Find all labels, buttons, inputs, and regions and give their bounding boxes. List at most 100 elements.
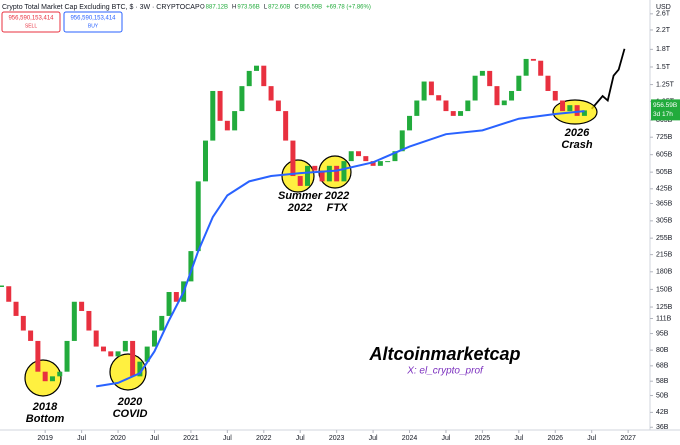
- candle: [377, 161, 383, 166]
- ohlc-label: H: [232, 5, 236, 11]
- candle: [574, 105, 580, 116]
- candle: [57, 371, 63, 377]
- candle: [275, 100, 281, 112]
- y-tick-label: 36B: [656, 424, 669, 431]
- candle: [436, 95, 442, 101]
- buy-price: 956,590,153,414: [70, 16, 116, 22]
- watermark: Altcoinmarketcap: [368, 344, 520, 364]
- y-tick-label: 180B: [656, 269, 673, 276]
- candle: [254, 65, 260, 71]
- ohlc-label: L: [264, 5, 268, 11]
- y-tick-label: 125B: [656, 304, 673, 311]
- y-tick-label: 150B: [656, 286, 673, 293]
- candle: [530, 58, 536, 61]
- y-tick-label: 1.8T: [656, 46, 671, 53]
- y-tick-label: 58B: [656, 378, 669, 385]
- candle: [516, 75, 522, 91]
- candle: [428, 81, 434, 96]
- x-tick-label: Jul: [514, 435, 523, 442]
- candle: [239, 86, 245, 112]
- candle: [188, 251, 194, 282]
- candle: [122, 340, 128, 352]
- candle: [305, 165, 311, 186]
- candle: [312, 165, 318, 171]
- candle: [458, 111, 464, 116]
- candle: [523, 58, 529, 76]
- price-label-box: [651, 99, 680, 121]
- x-tick-label: 2025: [475, 435, 491, 442]
- overlay: Crypto Total Market Cap Excluding BTC, $…: [1, 4, 671, 377]
- candle: [35, 340, 41, 372]
- candle: [283, 111, 289, 141]
- price-label: 956.59B: [653, 102, 677, 109]
- y-tick-label: 725B: [656, 134, 673, 141]
- candle: [246, 70, 252, 87]
- ohlc-value: +69.78 (+7.86%): [326, 5, 371, 11]
- sell-label: SELL: [25, 23, 37, 29]
- y-tick-label: 50B: [656, 392, 669, 399]
- candle: [166, 292, 172, 316]
- candle: [210, 90, 216, 141]
- candle: [290, 140, 296, 177]
- candle: [79, 301, 85, 311]
- buy-button[interactable]: [63, 11, 123, 33]
- x-tick-label: 2023: [329, 435, 345, 442]
- candle: [224, 120, 230, 131]
- candle: [414, 100, 420, 116]
- candle: [479, 70, 485, 76]
- y-tick-label: 80B: [656, 347, 669, 354]
- x-tick-label: Jul: [441, 435, 450, 442]
- candle: [28, 330, 34, 341]
- moving-average-line: [96, 110, 585, 388]
- ohlc-value: 887.12B: [206, 5, 228, 11]
- x-tick-label: Jul: [296, 435, 305, 442]
- candle: [232, 111, 238, 131]
- y-tick-label: 255B: [656, 235, 673, 242]
- candle: [385, 161, 391, 163]
- candle: [151, 330, 157, 347]
- candle: [538, 60, 544, 76]
- ohlc-label: O: [200, 5, 205, 11]
- y-tick-label: 68B: [656, 363, 669, 370]
- candle: [348, 151, 354, 162]
- y-tick-label: 42B: [656, 409, 669, 416]
- candle: [392, 151, 398, 162]
- sell-price: 956,590,153,414: [8, 16, 54, 22]
- x-tick-label: 2019: [37, 435, 53, 442]
- annotation: Summer: [278, 190, 323, 202]
- handle: X: el_crypto_prof: [406, 366, 484, 377]
- x-tick-label: 2022: [256, 435, 272, 442]
- y-tick-label: 305B: [656, 218, 673, 225]
- x-tick-label: Jul: [369, 435, 378, 442]
- candle: [407, 115, 413, 131]
- candle: [137, 361, 143, 377]
- candle: [319, 170, 325, 182]
- candle: [195, 181, 201, 252]
- sell-button[interactable]: [1, 11, 61, 33]
- y-tick-label: 865B: [656, 117, 673, 124]
- annotation: 2018: [32, 401, 58, 413]
- candle: [108, 351, 114, 357]
- y-tick-label: 95B: [656, 330, 669, 337]
- candle: [202, 140, 208, 182]
- x-tick-label: Jul: [223, 435, 232, 442]
- x-tick-label: Jul: [150, 435, 159, 442]
- annotation: Crash: [561, 139, 592, 151]
- buy-label: BUY: [88, 23, 99, 29]
- candle: [71, 301, 77, 341]
- highlight-circle: [109, 353, 147, 391]
- annotation: Bottom: [26, 413, 65, 425]
- candle: [341, 161, 347, 182]
- candle: [545, 75, 551, 91]
- ohlc-value: 973.56B: [237, 5, 259, 11]
- candle: [297, 176, 303, 186]
- candle: [567, 105, 573, 112]
- annotation: COVID: [113, 408, 148, 420]
- candle: [581, 110, 587, 116]
- candle: [443, 100, 449, 112]
- candle: [472, 75, 478, 101]
- annotation: FTX: [327, 202, 348, 214]
- y-tick-label: 505B: [656, 169, 673, 176]
- candle: [6, 286, 12, 302]
- candle: [159, 315, 165, 331]
